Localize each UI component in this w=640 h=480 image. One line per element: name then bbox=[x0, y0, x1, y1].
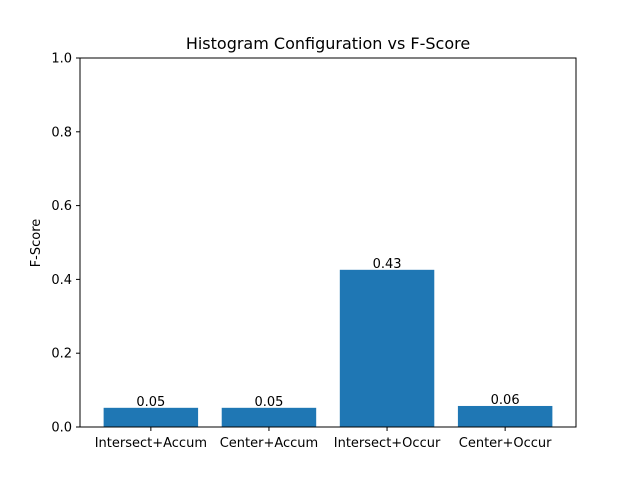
bars-group bbox=[103, 269, 553, 427]
data-label-0: 0.05 bbox=[136, 395, 165, 410]
data-label-2: 0.43 bbox=[373, 257, 402, 272]
y-axis-ticks: 0.0 0.2 0.4 0.6 0.8 1.0 bbox=[51, 52, 80, 436]
y-tick-label-2: 0.4 bbox=[51, 273, 72, 288]
x-tick-label-0: Intersect+Accum bbox=[95, 436, 207, 451]
x-tick-label-1: Center+Accum bbox=[220, 436, 319, 451]
y-tick-label-1: 0.2 bbox=[51, 347, 72, 362]
chart-title: Histogram Configuration vs F-Score bbox=[186, 34, 470, 53]
y-tick-label-5: 1.0 bbox=[51, 52, 72, 67]
y-tick-label-0: 0.0 bbox=[51, 421, 72, 436]
bar-1 bbox=[221, 407, 317, 427]
y-axis-label: F-Score bbox=[29, 219, 44, 268]
data-labels-group: 0.05 0.05 0.43 0.06 bbox=[136, 257, 519, 410]
data-label-1: 0.05 bbox=[254, 395, 283, 410]
x-tick-label-2: Intersect+Occur bbox=[334, 436, 441, 451]
bar-0 bbox=[103, 407, 199, 427]
y-tick-label-4: 0.8 bbox=[51, 125, 72, 140]
x-tick-label-3: Center+Occur bbox=[459, 436, 552, 451]
bar-2 bbox=[339, 269, 435, 427]
bar-3 bbox=[457, 405, 553, 427]
data-label-3: 0.06 bbox=[491, 393, 520, 408]
plot-frame bbox=[79, 57, 577, 428]
y-tick-label-3: 0.6 bbox=[51, 199, 72, 214]
x-axis-ticks: Intersect+Accum Center+Accum Intersect+Occ… bbox=[95, 427, 552, 451]
